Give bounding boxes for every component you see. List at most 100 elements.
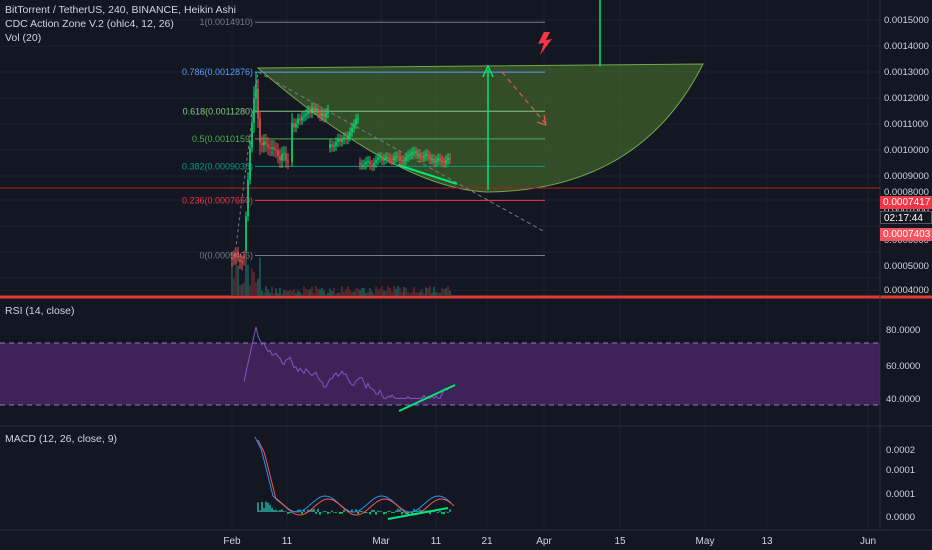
candle-body: [295, 123, 297, 127]
price-tick: 0.0005000: [884, 261, 929, 272]
volume-bar: [325, 294, 327, 296]
candle-body: [403, 160, 405, 161]
candle-body: [401, 160, 403, 161]
candle-body: [427, 154, 429, 156]
volume-bar: [317, 289, 319, 296]
macd-histogram-bar: [365, 512, 367, 513]
macd-histogram-bar: [313, 509, 315, 512]
volume-bar: [331, 291, 333, 296]
candle-body: [395, 156, 397, 157]
macd-line: [255, 437, 451, 512]
macd-histogram-bar: [447, 512, 449, 513]
candle-body: [441, 161, 443, 163]
volume-bar: [379, 289, 381, 296]
rsi-band: [0, 343, 880, 405]
symbol-legend[interactable]: BitTorrent / TetherUS, 240, BINANCE, Hei…: [5, 4, 236, 16]
volume-bar: [387, 286, 389, 296]
candle-body: [379, 157, 381, 158]
rsi-tick: 40.0000: [886, 394, 920, 405]
candle-body: [285, 153, 287, 160]
macd-histogram-bar: [361, 511, 363, 512]
candle-body: [383, 159, 385, 160]
volume-bar: [423, 293, 425, 296]
macd-histogram-bar: [283, 511, 285, 512]
fib-label: 1(0.0014910): [199, 17, 253, 27]
candle-body: [239, 259, 241, 261]
volume-bar: [353, 292, 355, 296]
candle-body: [433, 159, 435, 162]
candle-body: [257, 89, 259, 118]
volume-bar: [429, 286, 431, 296]
macd-histogram-bar: [289, 512, 291, 513]
candle-body: [311, 107, 313, 113]
macd-histogram-bar: [267, 503, 269, 512]
candle-body: [331, 144, 333, 146]
volume-bar: [291, 291, 293, 296]
volume-bar: [343, 292, 345, 296]
candle-body: [357, 118, 359, 119]
candle-body: [319, 113, 321, 116]
macd-histogram-bar: [439, 511, 441, 512]
volume-bar: [245, 257, 247, 296]
macd-histogram-bar: [301, 512, 303, 514]
macd-histogram-bar: [379, 511, 381, 512]
volume-bar: [391, 291, 393, 296]
candle-body: [315, 109, 317, 111]
macd-histogram-bar: [373, 510, 375, 512]
volume-bar: [313, 293, 315, 296]
rsi-legend[interactable]: RSI (14, close): [5, 305, 74, 317]
volume-bar: [435, 292, 437, 296]
volume-bar: [265, 286, 267, 296]
volume-bar: [427, 288, 429, 296]
macd-histogram-bar: [387, 511, 389, 512]
macd-tick: 0.0002: [886, 445, 915, 456]
candle-body: [391, 160, 393, 161]
time-tick: 13: [761, 536, 773, 547]
candle-body: [445, 160, 447, 163]
volume-bar: [443, 289, 445, 296]
candle-body: [373, 163, 375, 166]
time-axis[interactable]: Feb 11 Mar 11 21 Apr 15 May 13 Jun: [223, 536, 876, 547]
candle-body: [419, 154, 421, 157]
macd-histogram-bar: [335, 512, 337, 513]
volume-bar: [341, 286, 343, 296]
cup-bowl: [258, 64, 703, 192]
volume-bar: [293, 289, 295, 296]
candle-body: [265, 141, 267, 144]
volume-bar: [441, 288, 443, 296]
candle-body: [413, 151, 415, 152]
volume-bar: [421, 289, 423, 296]
volume-bar: [365, 293, 367, 296]
time-tick: 21: [481, 536, 493, 547]
candle-body: [425, 154, 427, 156]
candle-body: [269, 147, 271, 148]
candle-body: [235, 254, 237, 256]
macd-histogram-bar: [375, 512, 377, 515]
indicator-legend-vol[interactable]: Vol (20): [5, 32, 41, 44]
macd-histogram-bar: [441, 512, 443, 514]
candle-body: [431, 159, 433, 160]
volume-bar: [243, 282, 245, 296]
countdown-tag: 02:17:44: [880, 211, 932, 224]
macd-tick: 0.0001: [886, 465, 915, 476]
macd-legend[interactable]: MACD (12, 26, close, 9): [5, 433, 117, 445]
volume-bar: [413, 287, 415, 296]
macd-histogram-bar: [331, 511, 333, 512]
fib-label: 0.618(0.0011280): [183, 106, 253, 116]
volume-bar: [275, 288, 277, 296]
candle-body: [405, 157, 407, 160]
candle-body: [251, 123, 253, 148]
indicator-legend-cdc[interactable]: CDC Action Zone V.2 (ohlc4, 12, 26): [5, 18, 174, 30]
candle-body: [399, 156, 401, 160]
volume-bar: [405, 288, 407, 296]
volume-bar: [431, 293, 433, 296]
price-axis[interactable]: 0.0015000 0.0014000 0.0013000 0.0012000 0.00…: [884, 15, 929, 523]
macd-histogram-bar: [271, 508, 273, 512]
volume-bar: [319, 289, 321, 296]
macd-histogram-bar: [339, 512, 341, 514]
macd-tick: 0.0000: [886, 512, 915, 523]
candle-body: [317, 109, 319, 114]
time-tick: 11: [431, 536, 442, 547]
macd-histogram-bar: [401, 512, 403, 514]
